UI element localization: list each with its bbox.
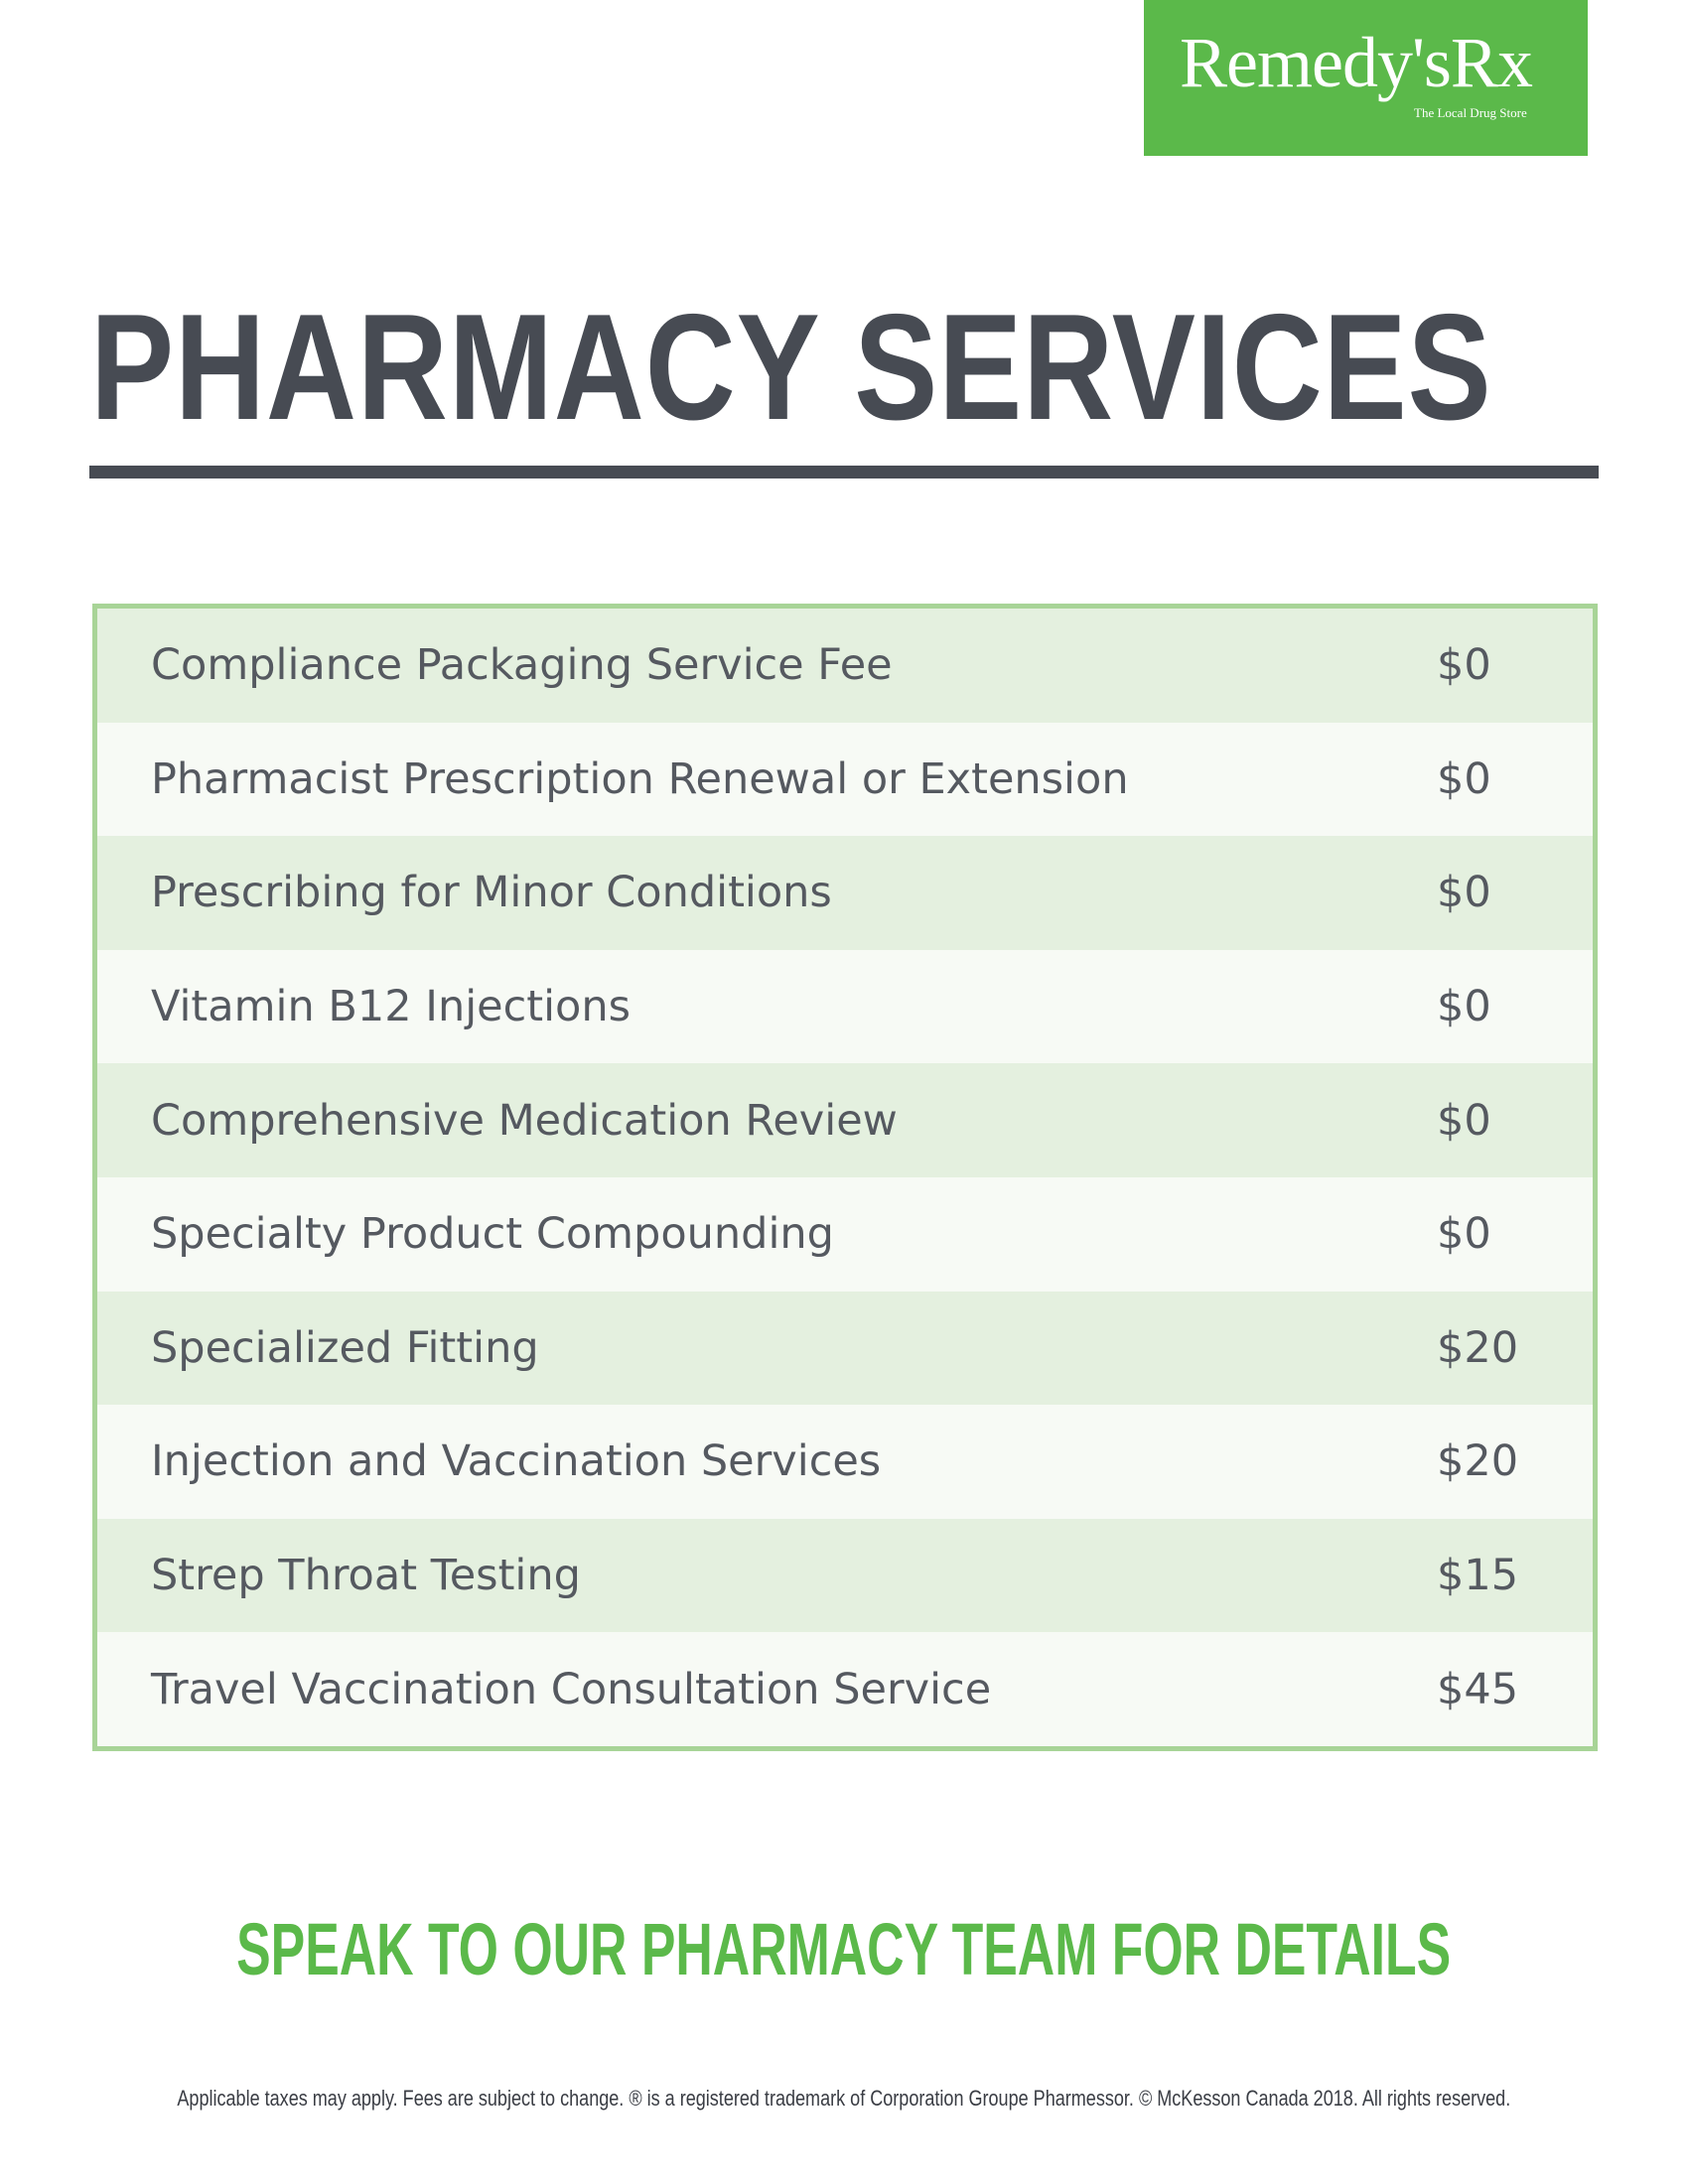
service-name: Travel Vaccination Consultation Service [151,1664,992,1714]
title-divider [89,466,1599,478]
service-name: Strep Throat Testing [151,1551,581,1601]
service-name: Injection and Vaccination Services [151,1436,882,1487]
services-table: Compliance Packaging Service Fee $0 Pharm… [92,604,1598,1751]
page-title: PHARMACY SERVICES [90,283,1492,452]
table-row: Strep Throat Testing $15 [97,1518,1593,1633]
remedys-rx-logo: Remedy'sRx The Local Drug Store [1144,0,1588,156]
service-price: $0 [1437,640,1491,691]
table-row: Injection and Vaccination Services $20 [97,1405,1593,1519]
logo-tagline: The Local Drug Store [1414,105,1527,120]
service-name: Pharmacist Prescription Renewal or Exten… [151,753,1129,804]
table-row: Comprehensive Medication Review $0 [97,1063,1593,1177]
logo-name: Remedy'sRx [1180,23,1533,102]
table-row: Pharmacist Prescription Renewal or Exten… [97,722,1593,837]
service-name: Comprehensive Medication Review [151,1095,898,1146]
service-price: $0 [1437,753,1491,804]
service-price: $0 [1437,1095,1491,1146]
page-title-wrap: PHARMACY SERVICES [90,288,1595,447]
call-to-action-wrap: SPEAK TO OUR PHARMACY TEAM FOR DETAILS [0,1906,1688,1993]
table-row: Vitamin B12 Injections $0 [97,949,1593,1064]
table-row: Prescribing for Minor Conditions $0 [97,836,1593,950]
table-row: Travel Vaccination Consultation Service $… [97,1632,1593,1746]
service-price: $20 [1437,1322,1519,1373]
footer-wrap: Applicable taxes may apply. Fees are sub… [0,2085,1688,2113]
service-name: Specialized Fitting [151,1322,539,1373]
table-row: Specialized Fitting $20 [97,1291,1593,1406]
service-price: $0 [1437,982,1491,1032]
service-name: Specialty Product Compounding [151,1209,834,1260]
service-price: $0 [1437,1209,1491,1260]
service-price: $15 [1437,1551,1519,1601]
service-name: Prescribing for Minor Conditions [151,868,832,918]
service-price: $20 [1437,1436,1519,1487]
service-price: $0 [1437,868,1491,918]
service-price: $45 [1437,1664,1519,1714]
service-name: Compliance Packaging Service Fee [151,640,893,691]
call-to-action: SPEAK TO OUR PHARMACY TEAM FOR DETAILS [236,1908,1452,1990]
service-name: Vitamin B12 Injections [151,982,632,1032]
table-row: Specialty Product Compounding $0 [97,1176,1593,1292]
footer-disclaimer: Applicable taxes may apply. Fees are sub… [177,2086,1511,2111]
table-row: Compliance Packaging Service Fee $0 [97,609,1593,723]
